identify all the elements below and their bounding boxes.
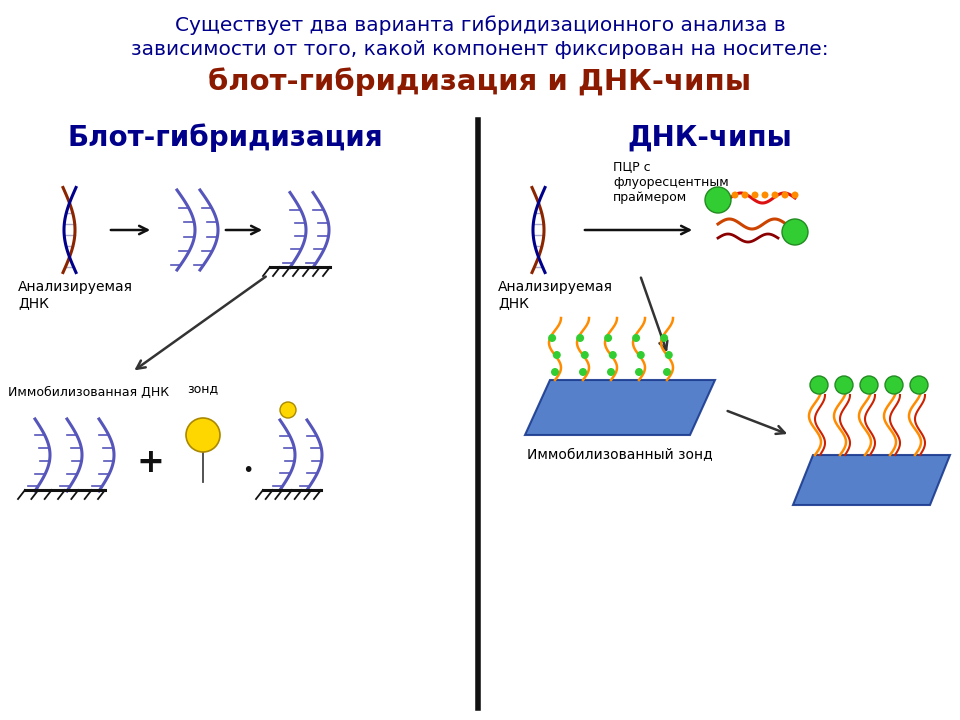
Circle shape bbox=[660, 334, 668, 342]
Circle shape bbox=[791, 192, 799, 199]
Circle shape bbox=[609, 351, 616, 359]
Text: зонд: зонд bbox=[187, 382, 219, 395]
Circle shape bbox=[553, 351, 561, 359]
Text: +: + bbox=[136, 446, 164, 479]
Circle shape bbox=[781, 192, 788, 199]
Text: блот-гибридизация и ДНК-чипы: блот-гибридизация и ДНК-чипы bbox=[208, 68, 752, 96]
Text: ДНК-чипы: ДНК-чипы bbox=[628, 124, 792, 152]
Circle shape bbox=[664, 351, 673, 359]
Text: Иммобилизованная ДНК: Иммобилизованная ДНК bbox=[8, 385, 169, 398]
Circle shape bbox=[280, 402, 296, 418]
Text: •: • bbox=[242, 461, 253, 480]
Circle shape bbox=[752, 192, 758, 199]
Circle shape bbox=[576, 334, 584, 342]
Text: Анализируемая
ДНК: Анализируемая ДНК bbox=[18, 280, 133, 310]
Polygon shape bbox=[525, 380, 715, 435]
Circle shape bbox=[741, 192, 749, 199]
Circle shape bbox=[761, 192, 769, 199]
Polygon shape bbox=[793, 455, 950, 505]
Text: зависимости от того, какой компонент фиксирован на носителе:: зависимости от того, какой компонент фик… bbox=[132, 40, 828, 58]
Circle shape bbox=[910, 376, 928, 394]
Circle shape bbox=[835, 376, 853, 394]
Circle shape bbox=[810, 376, 828, 394]
Circle shape bbox=[604, 334, 612, 342]
Circle shape bbox=[663, 368, 671, 376]
Circle shape bbox=[632, 334, 640, 342]
Text: Блот-гибридизация: Блот-гибридизация bbox=[67, 124, 383, 153]
Circle shape bbox=[581, 351, 588, 359]
Circle shape bbox=[548, 334, 556, 342]
Circle shape bbox=[705, 187, 731, 213]
Circle shape bbox=[607, 368, 615, 376]
Circle shape bbox=[636, 351, 645, 359]
Circle shape bbox=[551, 368, 559, 376]
Text: Анализируемая
ДНК: Анализируемая ДНК bbox=[498, 280, 613, 310]
Circle shape bbox=[885, 376, 903, 394]
Text: Иммобилизованный зонд: Иммобилизованный зонд bbox=[527, 448, 712, 462]
Text: Существует два варианта гибридизационного анализа в: Существует два варианта гибридизационног… bbox=[175, 15, 785, 35]
Circle shape bbox=[782, 219, 808, 245]
Circle shape bbox=[860, 376, 878, 394]
Circle shape bbox=[579, 368, 587, 376]
Circle shape bbox=[186, 418, 220, 452]
Circle shape bbox=[732, 192, 738, 199]
Text: ПЦР с
флуоресцентным
праймером: ПЦР с флуоресцентным праймером bbox=[613, 161, 729, 204]
Circle shape bbox=[772, 192, 779, 199]
Circle shape bbox=[635, 368, 643, 376]
